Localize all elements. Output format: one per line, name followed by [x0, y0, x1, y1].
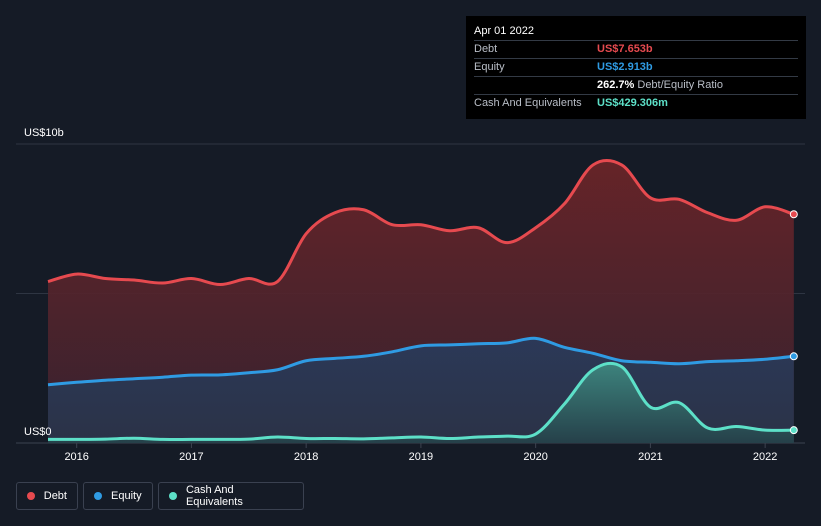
tooltip-date: Apr 01 2022 [474, 25, 534, 37]
series-end-markers [789, 210, 798, 435]
tooltip-row-debt: Debt US$7.653b [474, 40, 798, 58]
tooltip-ratio-spacer [474, 77, 597, 94]
tooltip-ratio-value: 262.7% Debt/Equity Ratio [597, 77, 723, 94]
tooltip-row-cash: Cash And Equivalents US$429.306m [474, 94, 798, 112]
legend-debt-label: Debt [43, 490, 67, 502]
tooltip-cash-value: US$429.306m [597, 97, 668, 109]
debt-legend-dot-icon [27, 492, 35, 500]
legend-cash-label: Cash And Equivalents [185, 484, 243, 508]
equity-line [47, 336, 794, 387]
tooltip-debt-label: Debt [474, 43, 498, 55]
x-tick-label: 2022 [753, 451, 777, 463]
tooltip-ratio-number: 262.7% [597, 79, 635, 91]
x-axis-ticks: 2016 2017 2018 2019 2020 2021 2022 [64, 443, 777, 463]
y-axis-top-label: US$10b [24, 127, 64, 139]
debt-end-marker [789, 210, 798, 219]
data-tooltip: Apr 01 2022 Debt US$7.653b Equity US$2.9… [466, 16, 806, 119]
debt-line [47, 158, 795, 287]
tooltip-row-equity: Equity US$2.913b [474, 58, 798, 76]
cash-legend-dot-icon [169, 492, 177, 500]
x-tick-label: 2016 [64, 451, 88, 463]
x-tick-label: 2018 [294, 451, 318, 463]
series-areas [48, 160, 794, 443]
x-tick-label: 2017 [179, 451, 203, 463]
x-tick-label: 2019 [409, 451, 433, 463]
tooltip-cash-label: Cash And Equivalents [474, 97, 582, 109]
tooltip-debt-value: US$7.653b [597, 43, 653, 55]
legend-item-cash[interactable]: Cash And Equivalents [158, 482, 304, 510]
tooltip-equity-value: US$2.913b [597, 61, 653, 73]
equity-legend-dot-icon [94, 492, 102, 500]
legend-item-debt[interactable]: Debt [16, 482, 78, 510]
cash-end-marker [789, 426, 798, 435]
legend-item-equity[interactable]: Equity [83, 482, 153, 510]
x-tick-label: 2020 [523, 451, 547, 463]
cash-line [47, 361, 794, 441]
cash-area [48, 363, 794, 443]
legend-equity-label: Equity [111, 490, 142, 502]
x-tick-label: 2021 [638, 451, 662, 463]
y-axis-bottom-label: US$0 [24, 426, 52, 438]
tooltip-ratio-label: Debt/Equity Ratio [637, 79, 723, 91]
equity-end-marker [789, 352, 798, 361]
tooltip-row-ratio: 262.7% Debt/Equity Ratio [474, 76, 798, 94]
series-lines [47, 158, 795, 441]
tooltip-equity-label: Equity [474, 61, 505, 73]
